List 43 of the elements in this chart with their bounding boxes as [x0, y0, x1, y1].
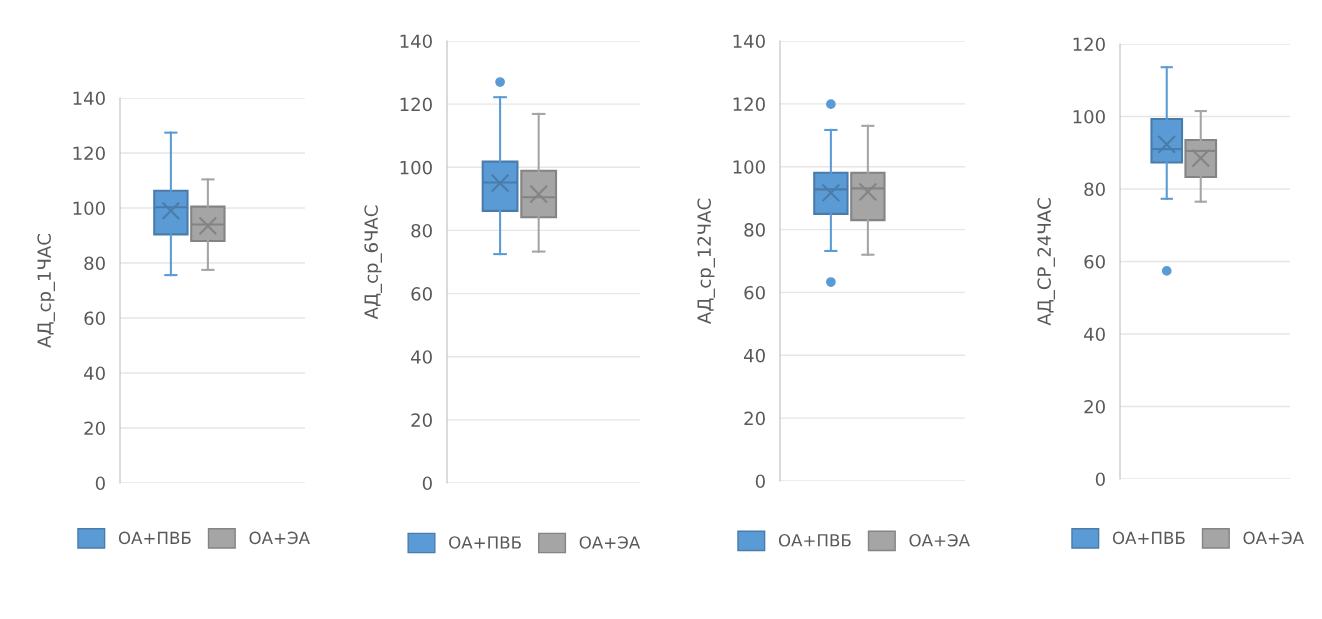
y-tick-label: 100 — [1073, 109, 1105, 124]
y-tick-label: 40 — [1084, 327, 1105, 342]
y-tick-label: 140 — [400, 34, 432, 49]
y-tick-label: 0 — [422, 476, 432, 491]
y-tick-label: 60 — [84, 311, 105, 326]
y-tick-label: 80 — [411, 223, 432, 238]
y-tick-label: 80 — [744, 223, 765, 237]
y-tick-label: 80 — [84, 256, 105, 271]
y-tick-label: 60 — [1084, 254, 1105, 269]
y-tick-label: 0 — [1095, 472, 1105, 487]
y-tick-label: 120 — [400, 97, 432, 112]
y-axis-title: АД_ср_6ЧАС — [364, 205, 382, 320]
legend-label: ОА+ПВБ — [778, 534, 851, 547]
y-tick-label: 120 — [73, 146, 105, 161]
y-tick-label: 120 — [733, 97, 765, 111]
y-tick-label: 100 — [73, 201, 105, 216]
legend-label: ОА+ЭА — [579, 536, 641, 549]
y-tick-label: 140 — [733, 34, 765, 49]
y-tick-label: 80 — [1084, 182, 1105, 197]
y-tick-label: 0 — [755, 474, 765, 489]
legend-label: ОА+ПВБ — [118, 531, 191, 545]
y-tick-label: 40 — [744, 348, 765, 363]
y-tick-label: 20 — [744, 411, 765, 426]
y-tick-label: 60 — [411, 287, 432, 301]
y-tick-label: 40 — [411, 350, 432, 364]
y-tick-label: 20 — [411, 413, 432, 427]
legend-label: ОА+ЭА — [249, 531, 310, 545]
y-axis-title: АД_СР_24ЧАС — [1037, 198, 1055, 326]
y-tick-label: 100 — [733, 160, 765, 174]
y-tick-label: 0 — [95, 476, 105, 491]
legend-label: ОА+ЭА — [909, 534, 970, 547]
y-axis-title: АД_ср_1ЧАС — [37, 234, 55, 348]
y-tick-label: 140 — [73, 91, 105, 106]
legend-label: ОА+ПВБ — [449, 536, 521, 549]
y-tick-label: 120 — [1073, 37, 1105, 52]
y-tick-label: 60 — [744, 285, 765, 300]
legend-label: ОА+ПВБ — [1112, 531, 1185, 545]
y-axis-title: АД_ср_12ЧАС — [697, 198, 715, 324]
legend-label: ОА+ЭА — [1243, 531, 1304, 545]
y-tick-label: 100 — [400, 160, 432, 175]
y-tick-label: 20 — [84, 421, 105, 436]
y-tick-label: 20 — [1084, 399, 1105, 414]
y-tick-label: 40 — [84, 366, 105, 381]
